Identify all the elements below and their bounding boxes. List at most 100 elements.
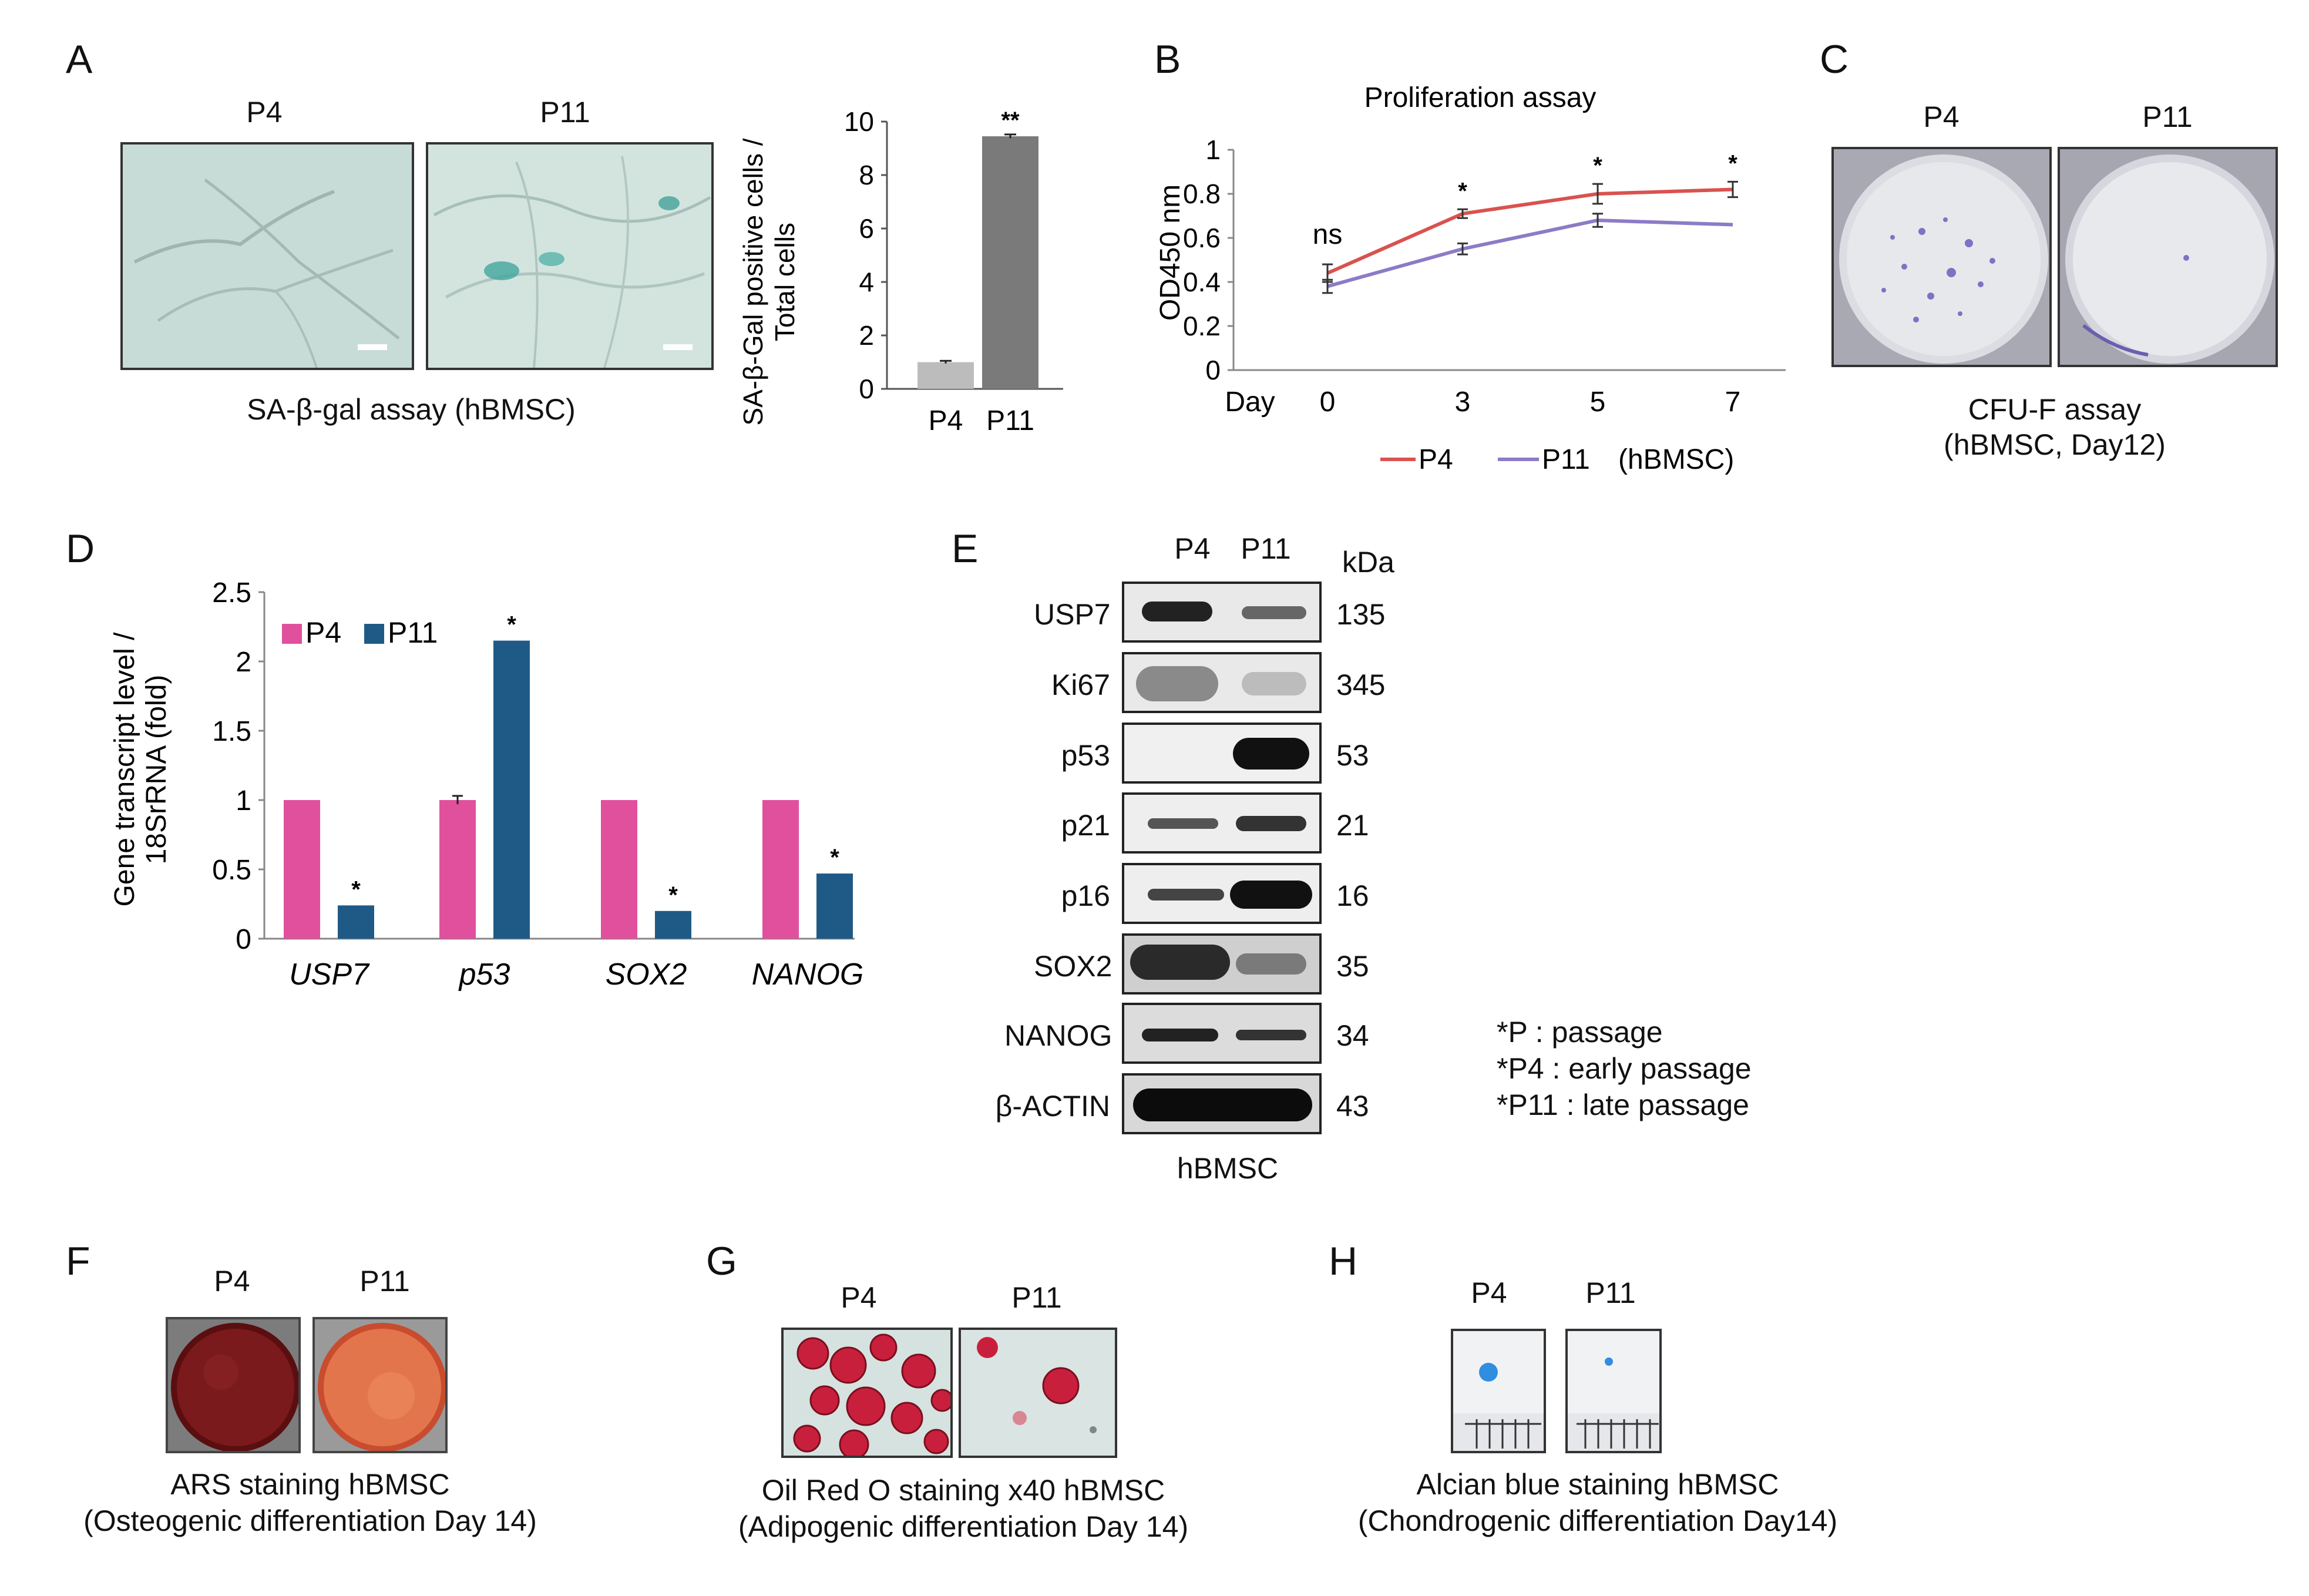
a-y-tick-label: 8 xyxy=(859,160,874,190)
p11-ars-image xyxy=(315,1319,445,1451)
panel-a-p4-micrograph xyxy=(120,142,414,370)
b-y-tick-label: 1 xyxy=(1205,135,1221,165)
blot-ki67 xyxy=(1122,652,1322,713)
panel-h-p4-title: P4 xyxy=(1471,1276,1507,1309)
panel-label-c: C xyxy=(1820,37,1849,82)
blot-kda-header: kDa xyxy=(1342,546,1394,579)
d-y-tick-label: 0.5 xyxy=(212,855,251,886)
b-ylabel: OD450 nm xyxy=(1155,184,1186,321)
b-title: Proliferation assay xyxy=(1364,82,1597,113)
a-y-tick-label: 10 xyxy=(844,106,874,137)
d-y-tick-label: 2 xyxy=(236,647,251,678)
band xyxy=(1236,1030,1306,1040)
p4-alcian-image xyxy=(1453,1331,1544,1451)
panel-c-p4-title: P4 xyxy=(1923,100,1960,133)
blot-kda-nanog: 34 xyxy=(1336,1019,1369,1052)
b-y-tick-label: 0.8 xyxy=(1183,179,1221,209)
band xyxy=(1236,953,1306,975)
blot-protein-sox2: SOX2 xyxy=(1034,950,1113,983)
panel-f-p4-title: P4 xyxy=(214,1265,250,1298)
panel-f-p11-title: P11 xyxy=(359,1265,410,1298)
blot-protein-p53: p53 xyxy=(1061,739,1110,772)
d-bar-p11 xyxy=(655,910,691,939)
panel-g-p4-title: P4 xyxy=(841,1281,877,1314)
blot-p53 xyxy=(1122,723,1322,784)
band xyxy=(1142,1029,1218,1041)
d-category-label: USP7 xyxy=(289,957,370,992)
d-bar-p11 xyxy=(816,873,853,939)
panel-label-h: H xyxy=(1329,1239,1358,1283)
panel-label-a: A xyxy=(66,37,93,82)
blot-sox2 xyxy=(1122,933,1322,994)
b-y-tick-label: 0.6 xyxy=(1183,223,1221,253)
d-y-tick-label: 0 xyxy=(236,924,251,955)
panel-g-caption-2: (Adipogenic differentiation Day 14) xyxy=(738,1510,1189,1543)
panel-g-p4-micrograph xyxy=(781,1328,953,1458)
d-bar-p4 xyxy=(601,800,637,939)
d-bar-p4 xyxy=(439,800,476,939)
panel-f-p4-well xyxy=(166,1317,301,1453)
panel-a-p11-title: P11 xyxy=(540,96,590,129)
blot-protein-nanog: NANOG xyxy=(1004,1019,1113,1052)
p11-colony-dish-image xyxy=(2060,149,2276,365)
d-significance: * xyxy=(351,876,361,902)
blot-kda-actin: 43 xyxy=(1336,1090,1369,1123)
d-bar-p4 xyxy=(762,800,799,939)
panel-a-caption: SA-β-gal assay (hBMSC) xyxy=(247,393,576,426)
d-category-label: SOX2 xyxy=(606,957,687,992)
band xyxy=(1142,602,1212,621)
panel-a-p4-title: P4 xyxy=(246,96,283,129)
blot-nanog xyxy=(1122,1003,1322,1064)
panel-label-d: D xyxy=(66,526,95,571)
band xyxy=(1133,1088,1312,1121)
d-y-tick-label: 1 xyxy=(236,785,251,817)
b-y-tick-label: 0.4 xyxy=(1183,267,1221,297)
panel-f-caption-2: (Osteogenic differentiation Day 14) xyxy=(83,1504,537,1537)
d-bar-p4 xyxy=(284,800,320,939)
panel-g-caption-1: Oil Red O staining x40 hBMSC xyxy=(761,1474,1165,1507)
panel-c-p4-dish xyxy=(1831,147,2052,367)
b-y-tick-label: 0 xyxy=(1205,355,1221,385)
a-y-tick-label: 6 xyxy=(859,213,874,244)
blot-usp7 xyxy=(1122,582,1322,643)
d-bar-p11 xyxy=(338,905,374,939)
b-y-tick-label: 0.2 xyxy=(1183,311,1221,341)
band xyxy=(1236,816,1306,831)
panel-label-f: F xyxy=(66,1239,90,1283)
note-late-passage: *P11 : late passage xyxy=(1497,1088,1749,1121)
d-category-label: NANOG xyxy=(752,957,864,992)
panel-c-p11-title: P11 xyxy=(2142,100,2193,133)
panel-c-caption-2: (hBMSC, Day12) xyxy=(1944,428,2166,461)
p4-cells-image xyxy=(123,145,412,368)
d-legend-p4-label: P4 xyxy=(305,616,341,649)
panel-c-caption-1: CFU-F assay xyxy=(1968,393,2142,426)
blot-kda-p53: 53 xyxy=(1336,739,1369,772)
a-significance: ** xyxy=(1001,107,1020,133)
blot-protein-p21: p21 xyxy=(1061,809,1110,842)
p4-ars-image xyxy=(168,1319,298,1451)
a-ylabel-line1: SA-β-Gal positive cells / xyxy=(738,138,768,425)
panel-h-caption-1: Alcian blue staining hBMSC xyxy=(1416,1468,1779,1501)
blot-protein-ki67: Ki67 xyxy=(1051,668,1110,701)
panel-a-p11-micrograph xyxy=(426,142,714,370)
band xyxy=(1242,672,1306,695)
legend-suffix: (hBMSC) xyxy=(1618,444,1734,475)
a-bar xyxy=(917,362,974,389)
band xyxy=(1148,818,1218,829)
panel-g-p11-micrograph xyxy=(959,1328,1117,1458)
blot-p21 xyxy=(1122,792,1322,854)
panel-label-e: E xyxy=(952,526,979,571)
d-significance: * xyxy=(507,612,516,638)
d-bar-p11 xyxy=(493,640,530,939)
panel-h-p11-pellet xyxy=(1565,1329,1662,1453)
blot-lane-p11: P11 xyxy=(1241,532,1291,565)
b-x-tick-label: 7 xyxy=(1725,387,1741,418)
p11-cells-image xyxy=(428,145,711,368)
blot-lane-p4: P4 xyxy=(1174,532,1211,565)
panel-g-p11-title: P11 xyxy=(1011,1281,1062,1314)
a-category-label: P4 xyxy=(929,405,963,436)
b-series-p4-line xyxy=(1326,187,1733,275)
blot-caption: hBMSC xyxy=(1177,1152,1279,1185)
d-y-tick-label: 1.5 xyxy=(212,716,251,747)
b-xlabel: Day xyxy=(1225,387,1275,418)
